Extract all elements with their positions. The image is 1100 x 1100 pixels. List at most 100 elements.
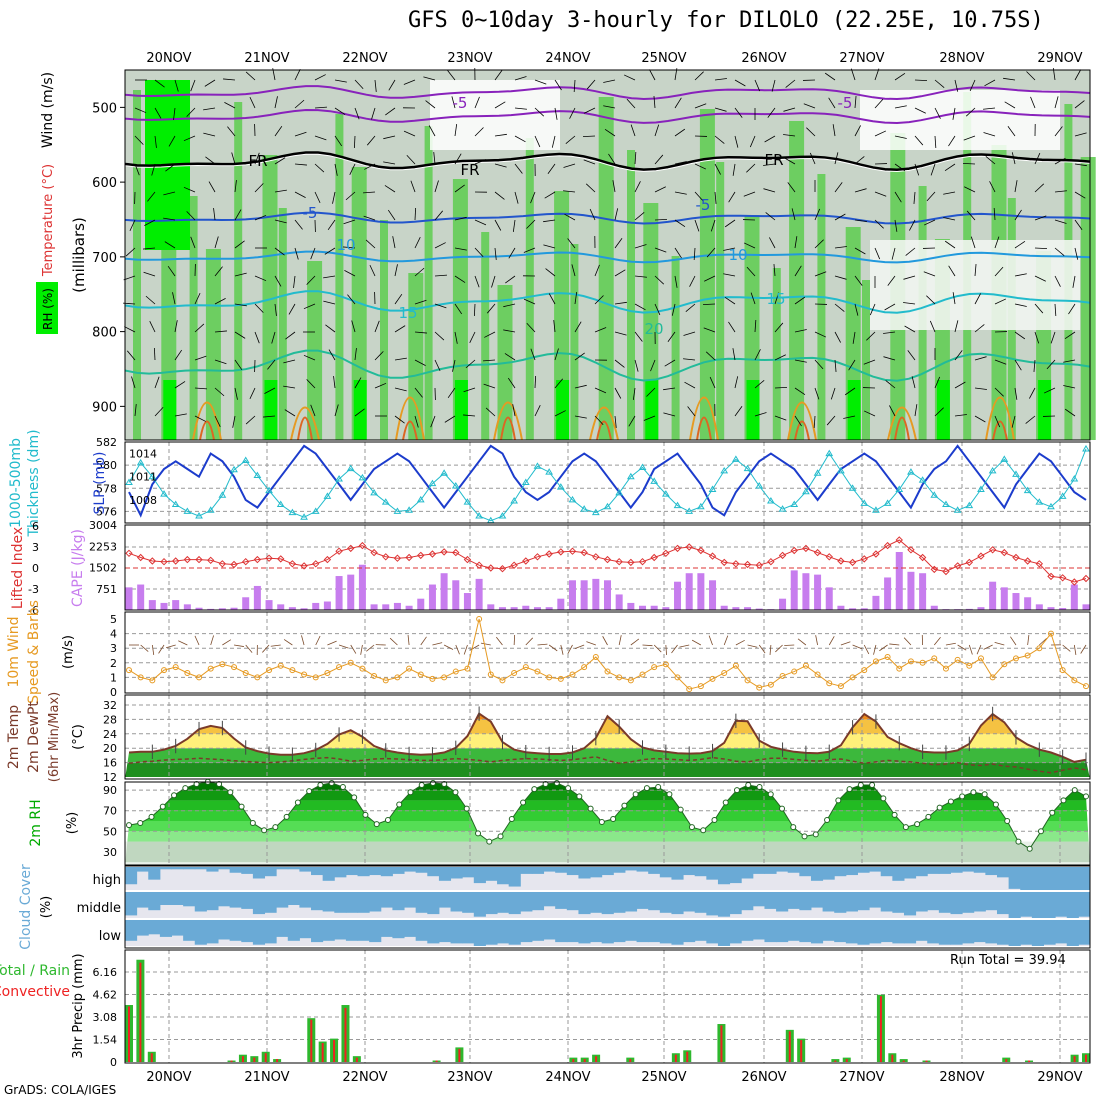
rh-point	[328, 779, 335, 786]
cloud-bar-middle	[218, 892, 231, 907]
wind-barb	[923, 219, 936, 226]
wind-barb	[267, 359, 276, 370]
cape-bar	[755, 608, 763, 610]
wind10-point	[312, 674, 319, 681]
wind10-point	[371, 672, 378, 679]
li-point	[1000, 548, 1009, 557]
cloud-bar-low	[485, 920, 498, 945]
li-point	[627, 558, 635, 567]
li-point	[428, 550, 437, 558]
wind-barb	[954, 350, 963, 361]
wind-barb	[234, 331, 246, 339]
wind-barb	[544, 191, 556, 199]
wind-barb	[907, 350, 916, 361]
temp-contour-25	[290, 406, 320, 441]
wind-barb	[554, 107, 558, 120]
wind-barb	[554, 410, 566, 417]
wind-barb	[154, 107, 162, 119]
thickness-point	[837, 466, 845, 474]
cloud-bar-high	[427, 867, 440, 877]
wind10-point	[382, 677, 389, 684]
wind-barb	[343, 219, 356, 225]
wind10-tick-label: 4	[110, 628, 117, 641]
cloud-bar-high	[159, 867, 173, 870]
wind-barb	[614, 359, 625, 368]
wind-barb	[674, 97, 682, 109]
cloud-bar-middle	[892, 892, 905, 913]
wind-barb	[1030, 96, 1036, 109]
rh-point	[959, 793, 966, 800]
thickness-point	[731, 455, 740, 462]
wind-barb	[683, 331, 696, 336]
wind10-barb	[758, 644, 766, 654]
cloud-bar-middle	[636, 892, 649, 909]
wind-barb	[143, 271, 156, 277]
wind-barb	[874, 68, 880, 81]
wind-barb	[553, 320, 556, 333]
wind-barb	[728, 191, 736, 203]
li-point	[685, 543, 693, 551]
wind-barb	[889, 405, 896, 417]
wind-barb	[1054, 157, 1066, 165]
wind-barb	[654, 218, 668, 221]
wind-barb	[934, 107, 941, 119]
cape-bar	[568, 580, 576, 610]
wind-barb	[523, 298, 536, 305]
wind-barb	[403, 79, 416, 85]
rh-point	[1071, 787, 1078, 794]
cloud-bar-middle	[566, 892, 579, 911]
wind-barb	[934, 376, 941, 389]
wind10-tick-label: 3	[110, 642, 117, 655]
cloud-bar-low	[229, 920, 242, 941]
wind-barb	[530, 191, 536, 204]
cape-bar	[814, 574, 822, 610]
wind10-barb	[828, 636, 835, 646]
wind-barb	[543, 219, 556, 223]
wind-barb	[734, 135, 739, 148]
cloud-bar-high	[845, 867, 858, 876]
wind-barb	[585, 183, 596, 193]
cloud-bar-middle	[903, 892, 917, 916]
wind-barb	[1054, 247, 1065, 257]
precip-convective-bar	[1085, 1054, 1087, 1062]
wind-barb	[1029, 387, 1036, 399]
wind-barb	[934, 135, 937, 148]
cloud-bar-middle	[822, 892, 835, 912]
cloud-bar-low	[357, 920, 370, 941]
rh-point	[610, 815, 617, 822]
thickness-point	[1070, 475, 1079, 482]
wind-barb	[914, 79, 928, 82]
li-point	[347, 544, 355, 553]
wind-barb	[249, 387, 256, 400]
wind-barb	[543, 244, 556, 249]
wind-barb	[383, 135, 396, 140]
wind10-point	[359, 665, 366, 672]
wind-barb	[433, 152, 436, 165]
wind-barb	[614, 301, 627, 305]
temp-tick-label: 24	[103, 728, 117, 741]
wind-barb	[512, 404, 516, 417]
wind-barb	[765, 212, 776, 221]
wind-barb	[634, 303, 646, 311]
rh-point	[711, 816, 718, 823]
wind-barb	[703, 327, 716, 333]
li-point	[813, 548, 822, 557]
cape-bar	[463, 593, 471, 610]
wind-barb	[894, 191, 902, 203]
wind-barb	[694, 163, 707, 170]
cloud-bar-low	[462, 920, 475, 944]
cape-bar	[545, 607, 553, 610]
cloud-bar-low	[601, 920, 614, 944]
rh-point	[475, 830, 482, 837]
wind10-point	[266, 667, 273, 674]
wind10-point	[919, 659, 926, 666]
wind10-barb	[747, 644, 758, 648]
wind-barb	[694, 71, 704, 81]
cloud-bar-low	[252, 920, 266, 945]
wind10-point	[616, 674, 623, 681]
wind-barb	[774, 354, 786, 361]
wind-barb	[783, 134, 796, 137]
thickness-point	[498, 512, 507, 519]
thickness-point	[346, 464, 355, 472]
cloud-bar-middle	[555, 892, 568, 909]
